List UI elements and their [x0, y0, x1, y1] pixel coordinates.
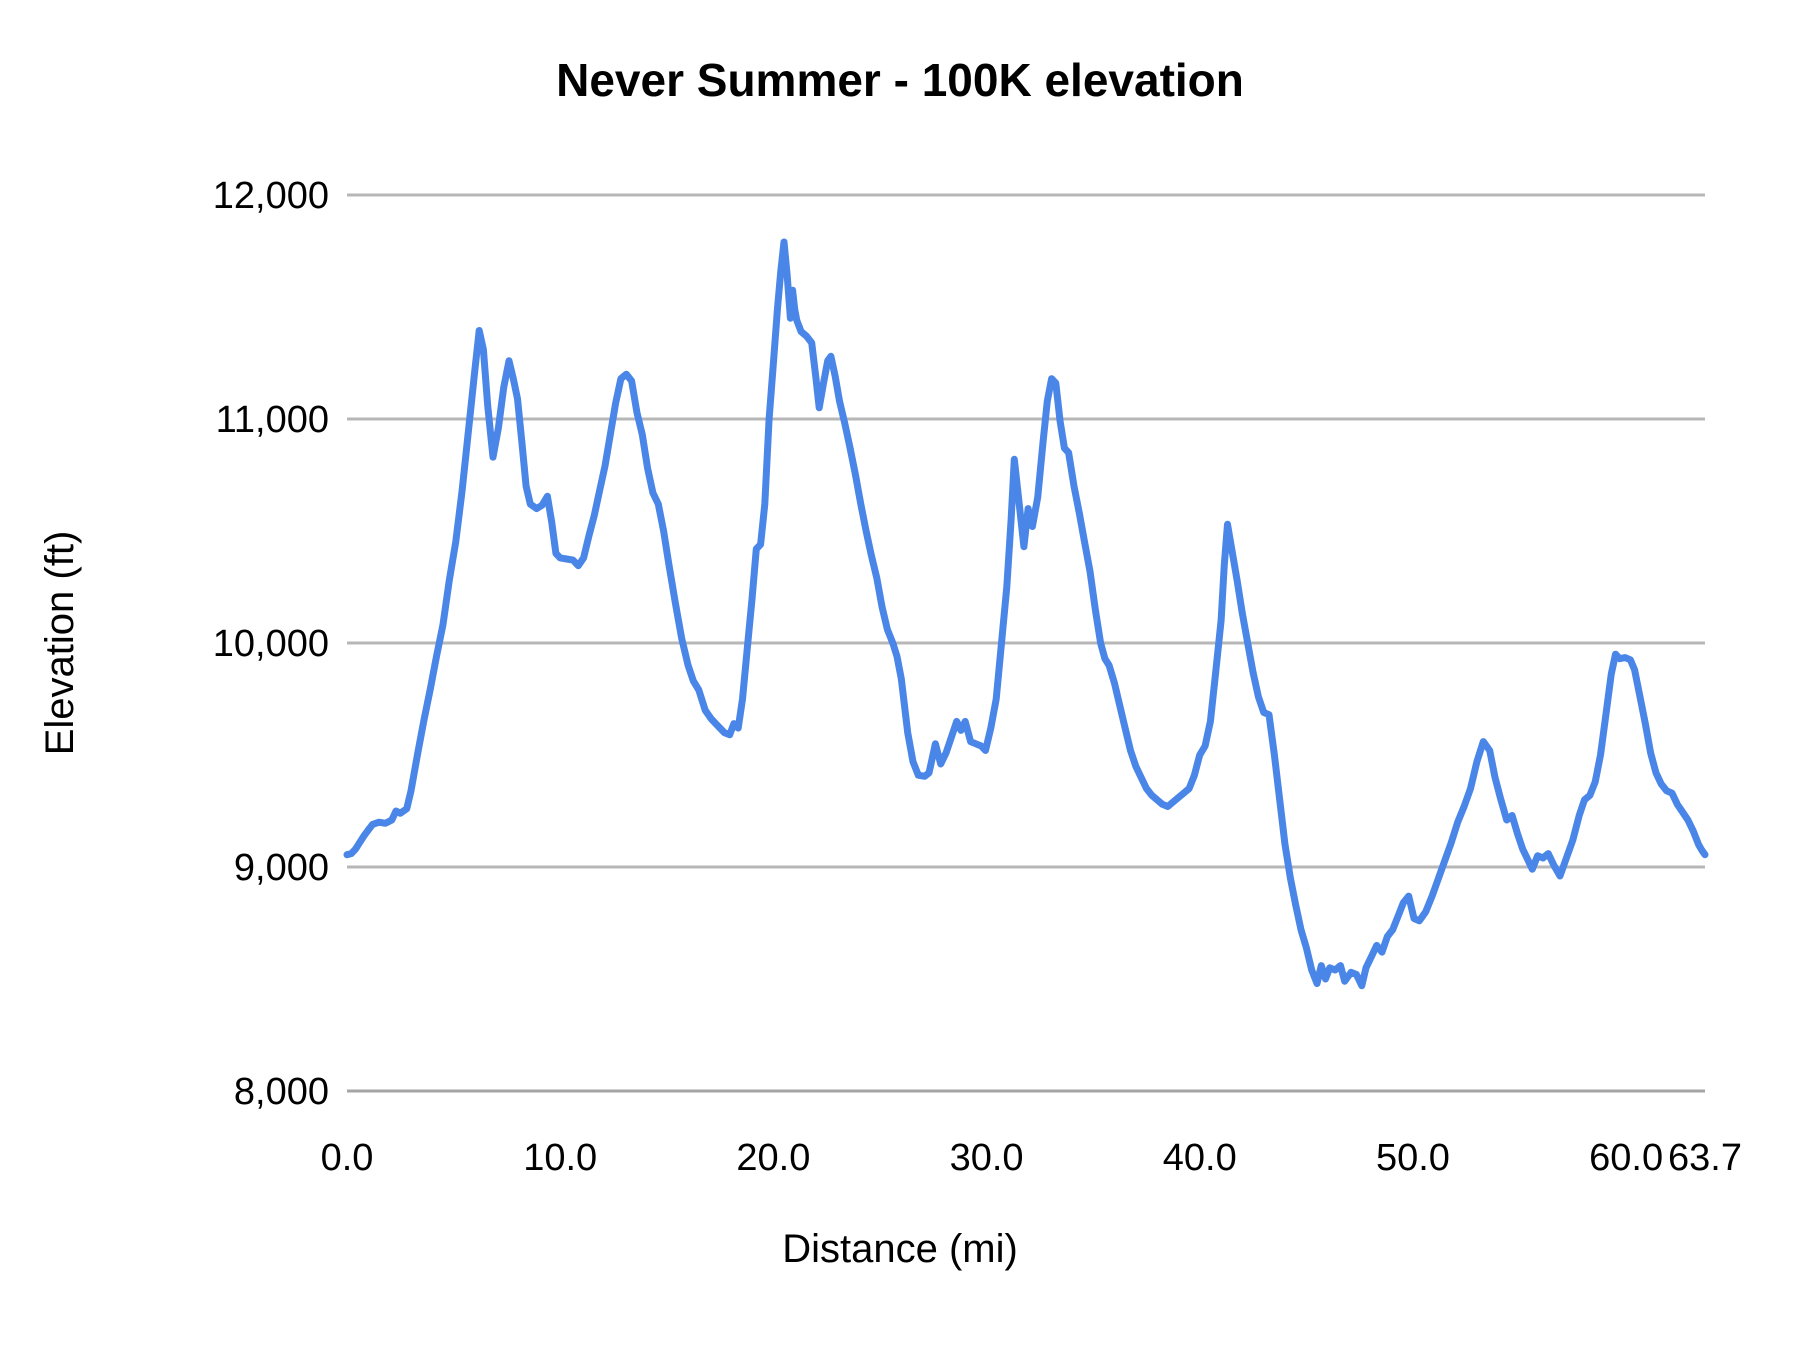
y-tick-label-2: 10,000 [213, 623, 329, 665]
elevation-profile-line [343, 238, 1709, 990]
gridlines [347, 193, 1705, 1093]
x-tick-label-7: 63.7 [1668, 1137, 1742, 1179]
y-tick-label-0: 8,000 [234, 1071, 329, 1113]
y-tick-label-1: 9,000 [234, 847, 329, 889]
x-tick-label-6: 60.0 [1589, 1137, 1663, 1179]
chart-title: Never Summer - 100K elevation [556, 54, 1244, 106]
y-tick-label-3: 11,000 [216, 399, 329, 441]
x-tick-label-1: 10.0 [523, 1137, 597, 1179]
x-tick-label-5: 50.0 [1376, 1137, 1450, 1179]
x-tick-label-3: 30.0 [950, 1137, 1024, 1179]
y-tick-label-4: 12,000 [213, 175, 329, 217]
x-axis-title: Distance (mi) [782, 1227, 1018, 1271]
x-tick-label-0: 0.0 [321, 1137, 374, 1179]
x-tick-label-4: 40.0 [1163, 1137, 1237, 1179]
x-axis-tick-labels: 0.0 10.0 20.0 30.0 40.0 50.0 60.0 63.7 [321, 1137, 1742, 1179]
y-axis-title: Elevation (ft) [38, 531, 82, 756]
y-axis-tick-labels: 8,000 9,000 10,000 11,000 12,000 [213, 175, 329, 1113]
x-tick-label-2: 20.0 [736, 1137, 810, 1179]
